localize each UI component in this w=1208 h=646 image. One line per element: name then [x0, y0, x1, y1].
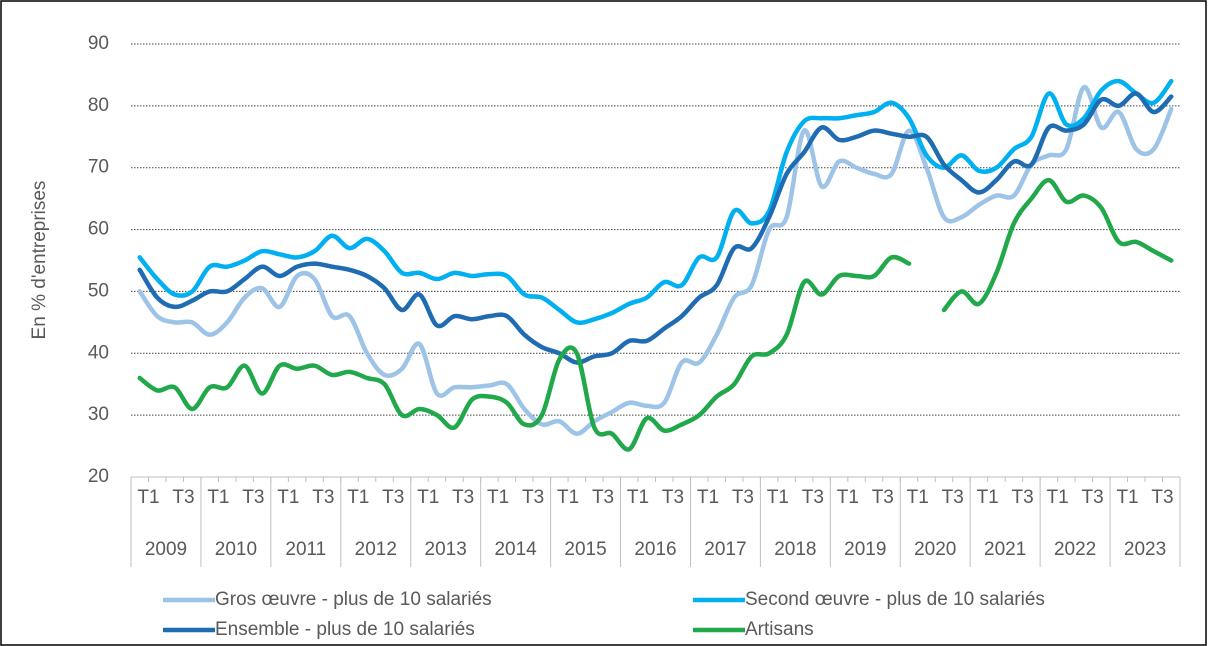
y-tick-label: 50 [88, 280, 109, 301]
year-label: 2011 [285, 539, 326, 560]
x-tick-label: T1 [557, 487, 579, 508]
y-tick-label: 40 [88, 342, 109, 363]
legend-label: Ensemble - plus de 10 salariés [215, 619, 475, 640]
x-tick-label: T3 [872, 487, 894, 508]
x-tick-label: T1 [837, 487, 859, 508]
x-tick-label: T3 [1012, 487, 1034, 508]
y-tick-label: 70 [88, 157, 109, 178]
x-tick-label: T3 [592, 487, 614, 508]
y-tick-label: 30 [88, 404, 109, 425]
x-tick-label: T1 [627, 487, 649, 508]
legend-label: Artisans [745, 619, 814, 640]
x-tick-label: T3 [312, 487, 334, 508]
x-tick-label: T1 [347, 487, 369, 508]
year-label: 2019 [844, 539, 886, 560]
x-tick-label: T1 [277, 487, 299, 508]
x-tick-label: T3 [242, 487, 264, 508]
x-tick-label: T3 [1081, 487, 1103, 508]
series-line [137, 78, 1174, 325]
year-label: 2010 [215, 539, 257, 560]
x-tick-label: T3 [732, 487, 754, 508]
x-tick-label: T3 [522, 487, 544, 508]
x-tick-label: T1 [1116, 487, 1138, 508]
x-tick-label: T3 [172, 487, 194, 508]
x-tick-label: T3 [662, 487, 684, 508]
year-label: 2016 [634, 539, 676, 560]
y-tick-label: 90 [88, 33, 109, 54]
y-tick-label: 60 [88, 219, 109, 240]
year-label: 2020 [914, 539, 956, 560]
legend-label: Gros œuvre - plus de 10 salariés [215, 589, 492, 610]
x-tick-label: T1 [207, 487, 229, 508]
legend-label: Second œuvre - plus de 10 salariés [745, 589, 1045, 610]
x-tick-label: T3 [942, 487, 964, 508]
x-tick-label: T1 [977, 487, 999, 508]
year-label: 2022 [1054, 539, 1096, 560]
year-label: 2009 [145, 539, 187, 560]
series-line [137, 91, 1174, 365]
x-tick-label: T1 [767, 487, 789, 508]
x-tick-label: T1 [137, 487, 159, 508]
year-label: 2017 [704, 539, 746, 560]
series-line [137, 177, 1174, 452]
x-tick-label: T3 [1151, 487, 1173, 508]
x-tick-label: T3 [382, 487, 404, 508]
year-label: 2015 [564, 539, 606, 560]
year-label: 2018 [774, 539, 816, 560]
year-label: 2012 [355, 539, 397, 560]
year-label: 2023 [1124, 539, 1166, 560]
x-tick-label: T1 [907, 487, 929, 508]
y-tick-label: 20 [88, 466, 109, 487]
series-line [137, 85, 1174, 436]
year-label: 2021 [984, 539, 1026, 560]
year-label: 2014 [494, 539, 537, 560]
y-axis-label: En % d'entreprises [29, 181, 50, 340]
year-label: 2013 [425, 539, 467, 560]
x-tick-label: T3 [802, 487, 824, 508]
x-tick-label: T1 [417, 487, 439, 508]
x-tick-label: T1 [1047, 487, 1069, 508]
x-tick-label: T1 [487, 487, 509, 508]
y-tick-label: 80 [88, 95, 109, 116]
x-tick-label: T3 [452, 487, 474, 508]
x-tick-label: T1 [697, 487, 719, 508]
